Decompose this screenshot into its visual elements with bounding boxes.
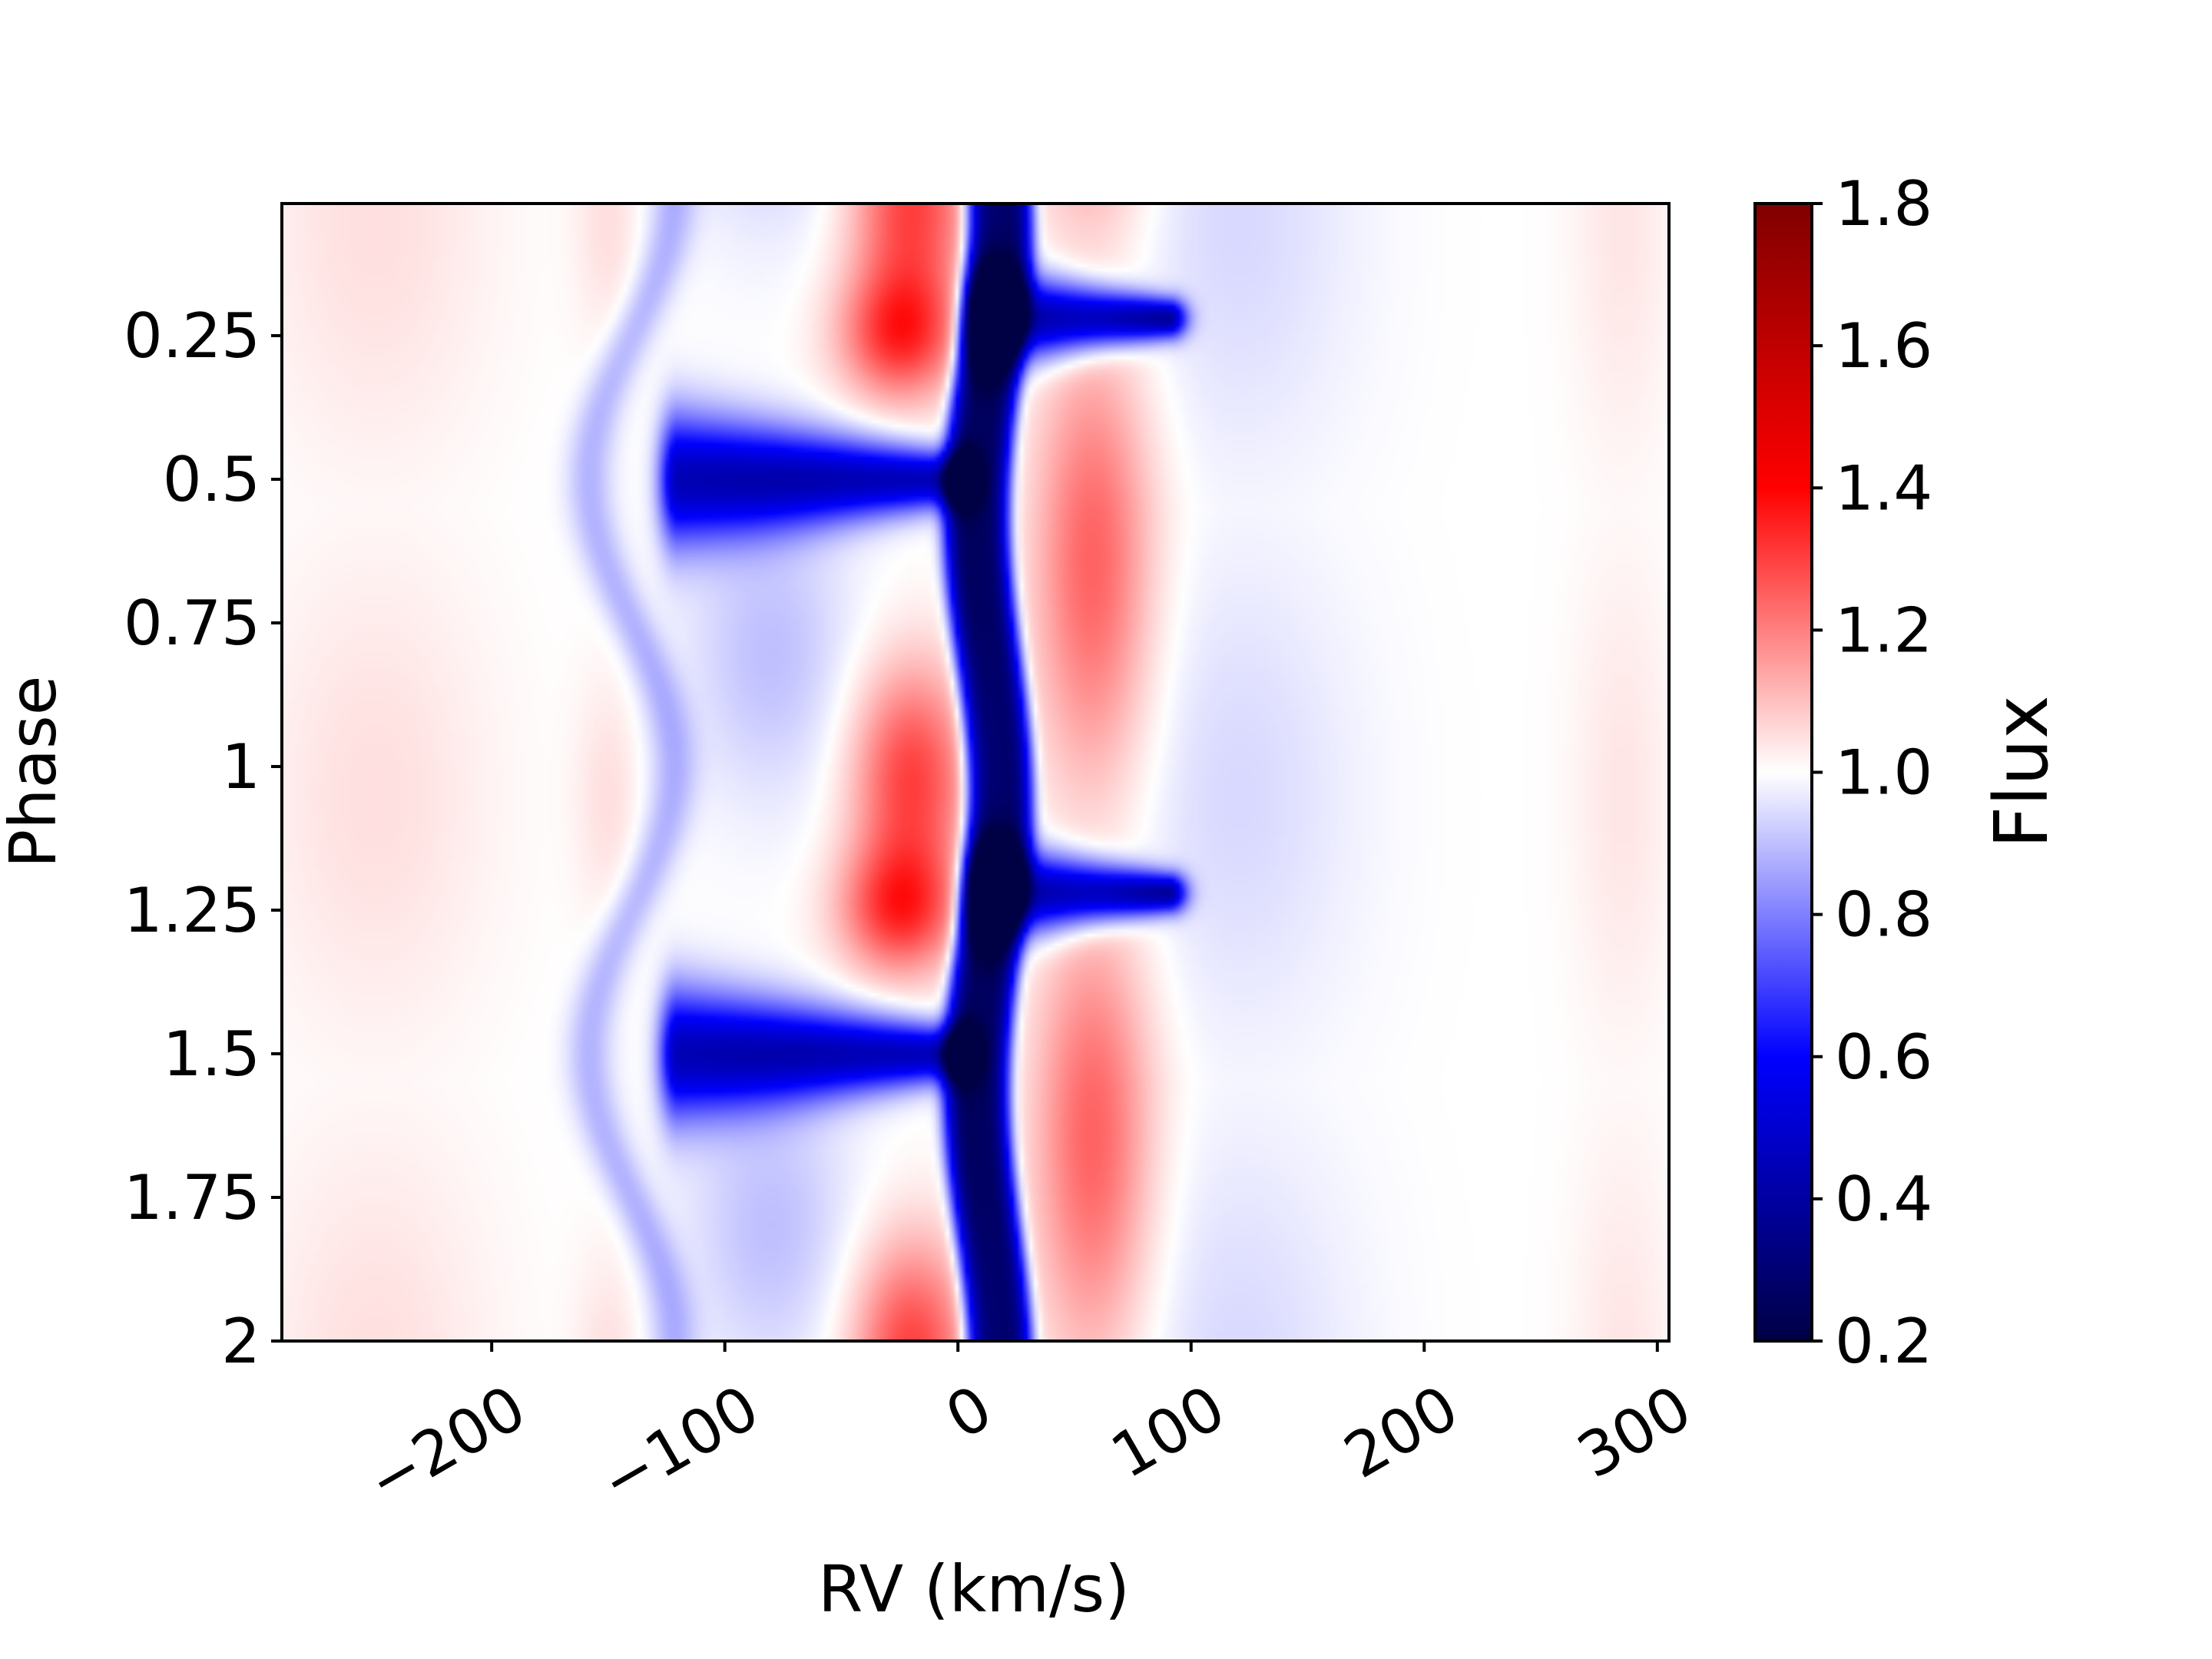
colorbar-tick-label: 1.6 [1835, 310, 1932, 382]
x-tick-label: 100 [1100, 1372, 1237, 1492]
colorbar-label: Flux [1979, 695, 2065, 849]
heatmap-panel [280, 202, 1671, 1343]
colorbar-tick-label: 0.4 [1835, 1164, 1932, 1235]
y-axis-label: Phase [0, 676, 71, 869]
colorbar-tick-label: 1.4 [1835, 452, 1932, 524]
y-tick-label: 1 [221, 731, 260, 803]
colorbar-tick-label: 1.8 [1835, 168, 1932, 240]
y-tick-label: 0.75 [124, 588, 260, 659]
colorbar-tick-label: 0.6 [1835, 1022, 1932, 1093]
y-tick-label: 0.25 [124, 300, 260, 372]
heatmap-image [282, 204, 1669, 1341]
y-axis: 0.25 0.5 0.75 1 1.25 1.5 1.75 2 [124, 300, 282, 1377]
y-tick-label: 2 [221, 1306, 260, 1377]
x-tick-label: 300 [1566, 1372, 1704, 1492]
x-tick-label: 0 [934, 1372, 1004, 1453]
x-tick-label: −100 [588, 1372, 770, 1518]
colorbar-tick-label: 1.2 [1835, 594, 1932, 666]
x-tick-label: 200 [1333, 1372, 1470, 1492]
y-tick-label: 1.5 [163, 1018, 260, 1090]
colorbar-tick-label: 0.2 [1835, 1306, 1932, 1377]
colorbar-axis: 0.2 0.4 0.6 0.8 1.0 1.2 1.4 1.6 1.8 [1812, 168, 1932, 1377]
y-tick-label: 0.5 [163, 444, 260, 515]
colorbar-tick-label: 0.8 [1835, 879, 1932, 951]
x-tick-label: −200 [356, 1372, 538, 1518]
plot-frame [280, 202, 1671, 1343]
y-tick-label: 1.75 [124, 1162, 260, 1233]
y-tick-label: 1.25 [124, 875, 260, 946]
colorbar-tick-label: 1.0 [1835, 737, 1932, 809]
x-axis: −200 −100 0 100 200 300 [356, 1341, 1703, 1518]
colorbar: 0.2 0.4 0.6 0.8 1.0 1.2 1.4 1.6 1.8 Flux [1753, 168, 2065, 1377]
x-axis-label: RV (km/s) [818, 1551, 1130, 1627]
colorbar-gradient [1753, 202, 1813, 1343]
